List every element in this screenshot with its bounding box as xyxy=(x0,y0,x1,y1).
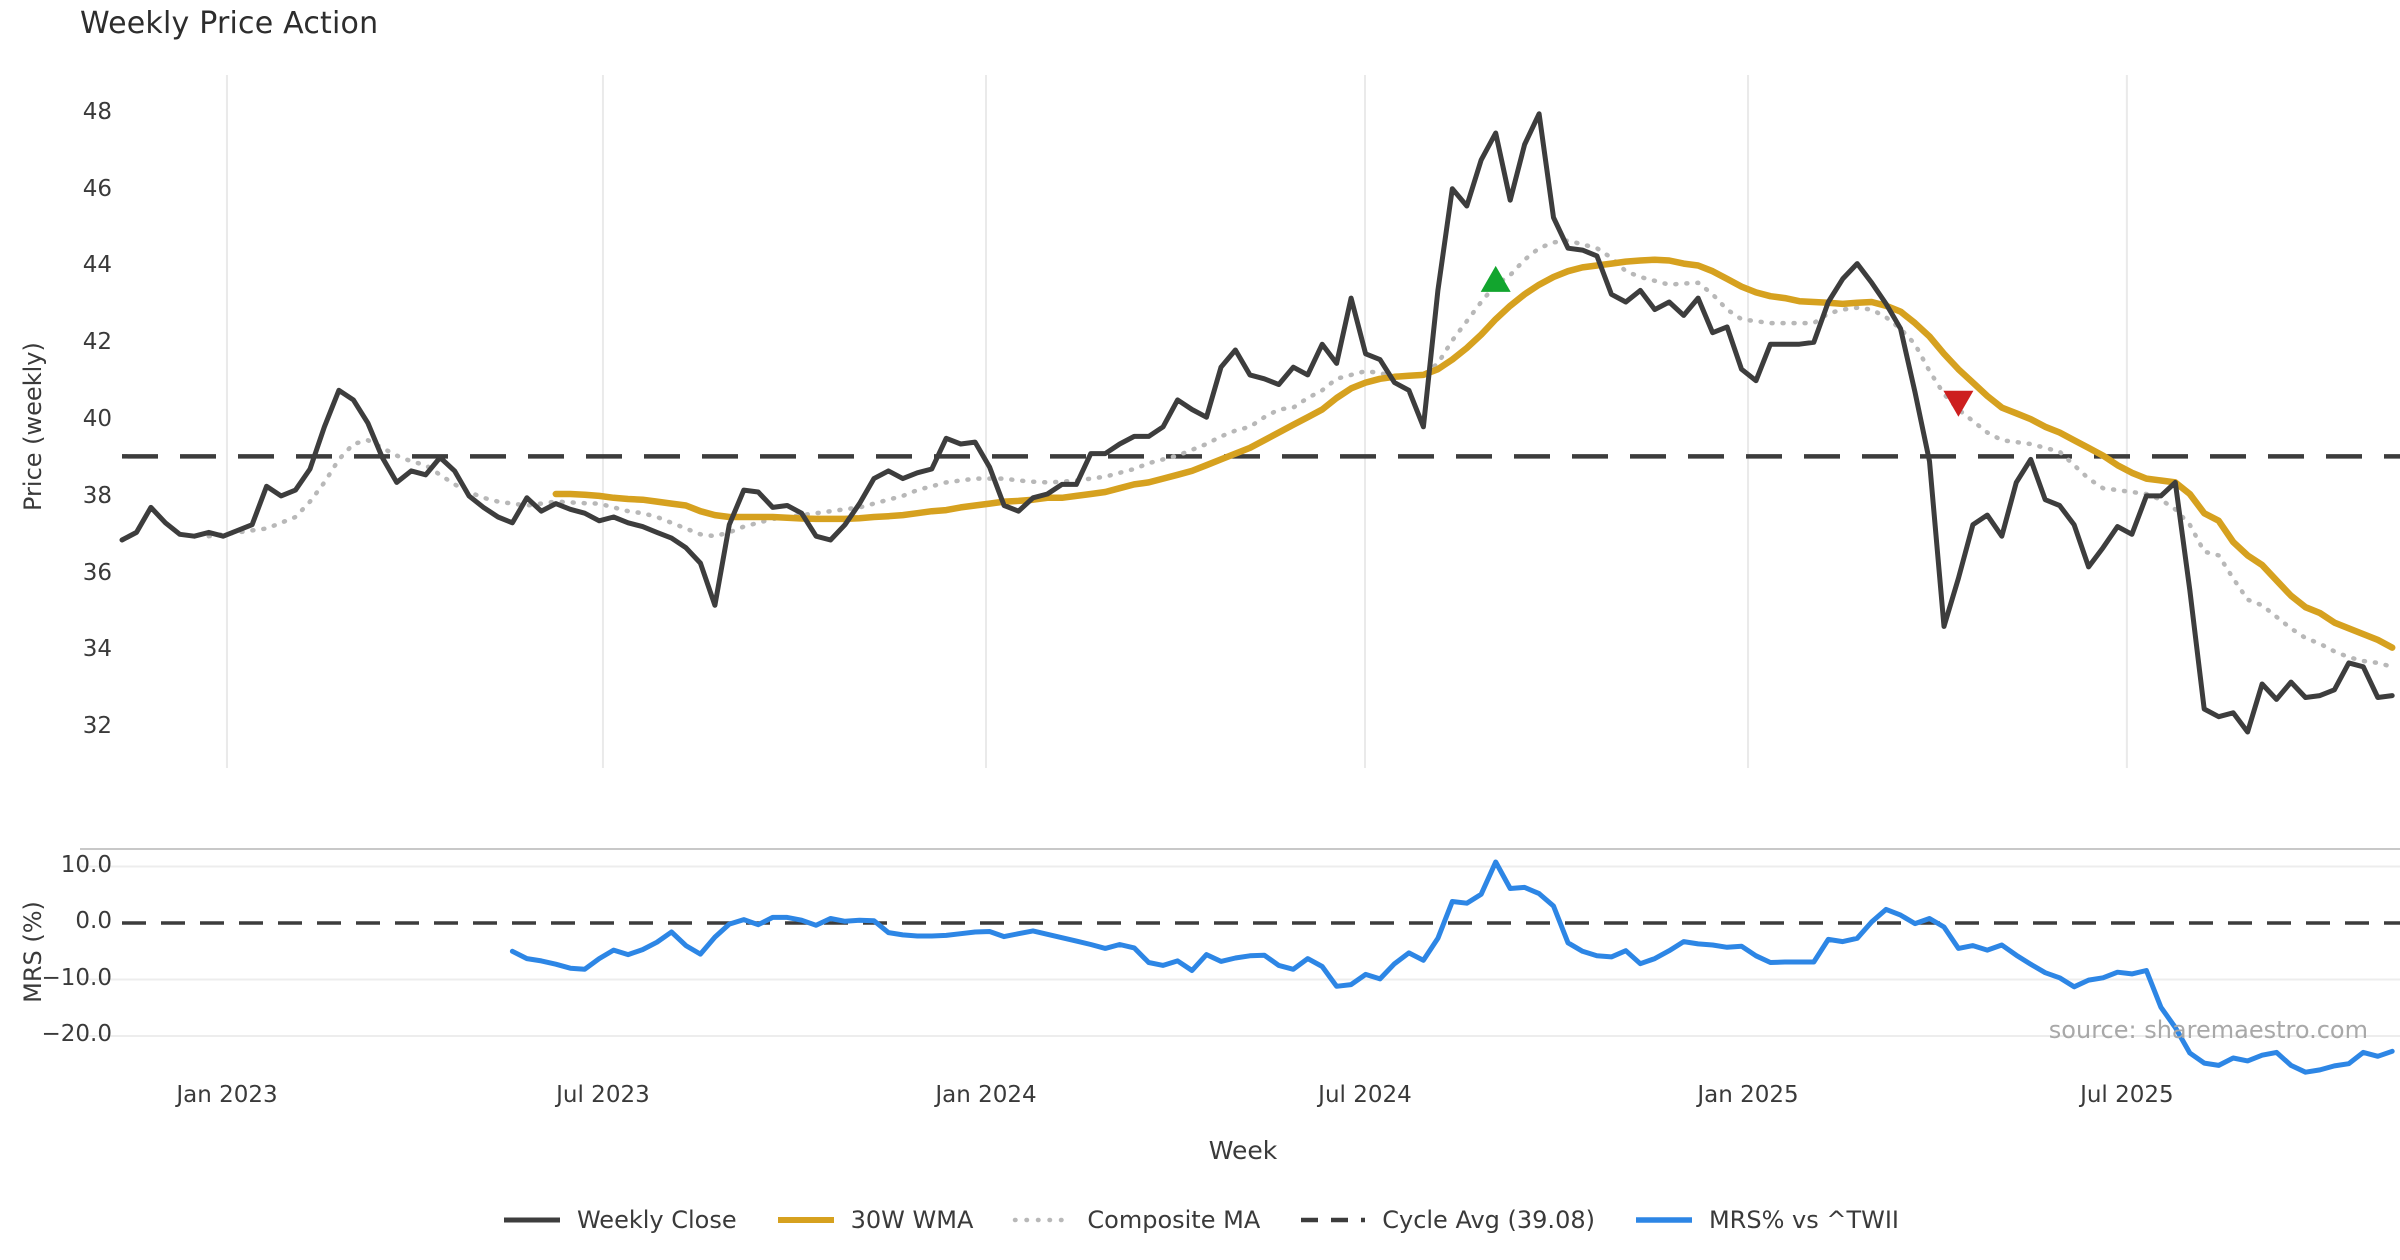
cycle-avg-dashed-swatch-icon xyxy=(1298,1213,1368,1227)
wma-line-swatch-icon xyxy=(775,1213,837,1227)
legend-item-composite: Composite MA xyxy=(1011,1206,1260,1234)
legend-label: Cycle Avg (39.08) xyxy=(1382,1206,1595,1234)
mrs-axis-label: MRS (%) xyxy=(19,901,47,1003)
x-tick-label: Jan 2024 xyxy=(935,1082,1037,1108)
price-tick-label: 38 xyxy=(82,482,112,509)
chart-title: Weekly Price Action xyxy=(80,6,379,41)
x-tick-label: Jan 2023 xyxy=(176,1082,278,1108)
weekly-close-line xyxy=(119,111,2395,735)
weekly-close-line-swatch-icon xyxy=(501,1213,563,1227)
mrs-tick-label: 0.0 xyxy=(75,908,112,934)
x-tick-label: Jul 2024 xyxy=(1318,1082,1412,1108)
legend: Weekly Close 30W WMA Composite MA Cycle … xyxy=(0,1206,2400,1234)
legend-label: Weekly Close xyxy=(576,1206,737,1234)
mrs-tick-label: 10.0 xyxy=(60,851,112,878)
source-note: source: sharemaestro.com xyxy=(2048,1016,2368,1044)
composite-ma-line xyxy=(206,238,2395,670)
buy-signal-marker xyxy=(1480,265,1511,292)
price-tick-label: 46 xyxy=(82,175,112,202)
price-tick-label: 36 xyxy=(82,559,112,586)
price-tick-label: 34 xyxy=(82,636,112,663)
price-tick-label: 40 xyxy=(82,406,112,432)
price-tick-label: 42 xyxy=(82,329,112,356)
mrs-line xyxy=(509,859,2395,1075)
legend-item-weekly-close: Weekly Close xyxy=(501,1206,737,1234)
x-axis-label: Week xyxy=(1208,1136,1278,1165)
x-tick-label: Jan 2025 xyxy=(1697,1082,1799,1108)
legend-label: MRS% vs ^TWII xyxy=(1708,1206,1900,1234)
mrs-line-swatch-icon xyxy=(1633,1213,1695,1227)
sell-signal-marker xyxy=(1943,390,1974,417)
price-tick-label: 48 xyxy=(82,98,112,125)
x-tick-label: Jul 2023 xyxy=(556,1082,650,1108)
wma-line xyxy=(552,256,2396,651)
price-tick-label: 32 xyxy=(82,713,112,740)
legend-label: Composite MA xyxy=(1087,1206,1261,1234)
legend-item-wma: 30W WMA xyxy=(775,1206,974,1234)
legend-label: 30W WMA xyxy=(850,1206,974,1234)
legend-item-cycle-avg: Cycle Avg (39.08) xyxy=(1298,1206,1595,1234)
x-tick-label: Jul 2025 xyxy=(2080,1082,2174,1108)
price-tick-label: 44 xyxy=(82,252,112,279)
composite-dotted-swatch-icon xyxy=(1011,1213,1073,1227)
legend-item-mrs: MRS% vs ^TWII xyxy=(1633,1206,1899,1234)
mrs-tick-label: −10.0 xyxy=(41,964,112,991)
mrs-tick-label: −20.0 xyxy=(41,1021,112,1047)
